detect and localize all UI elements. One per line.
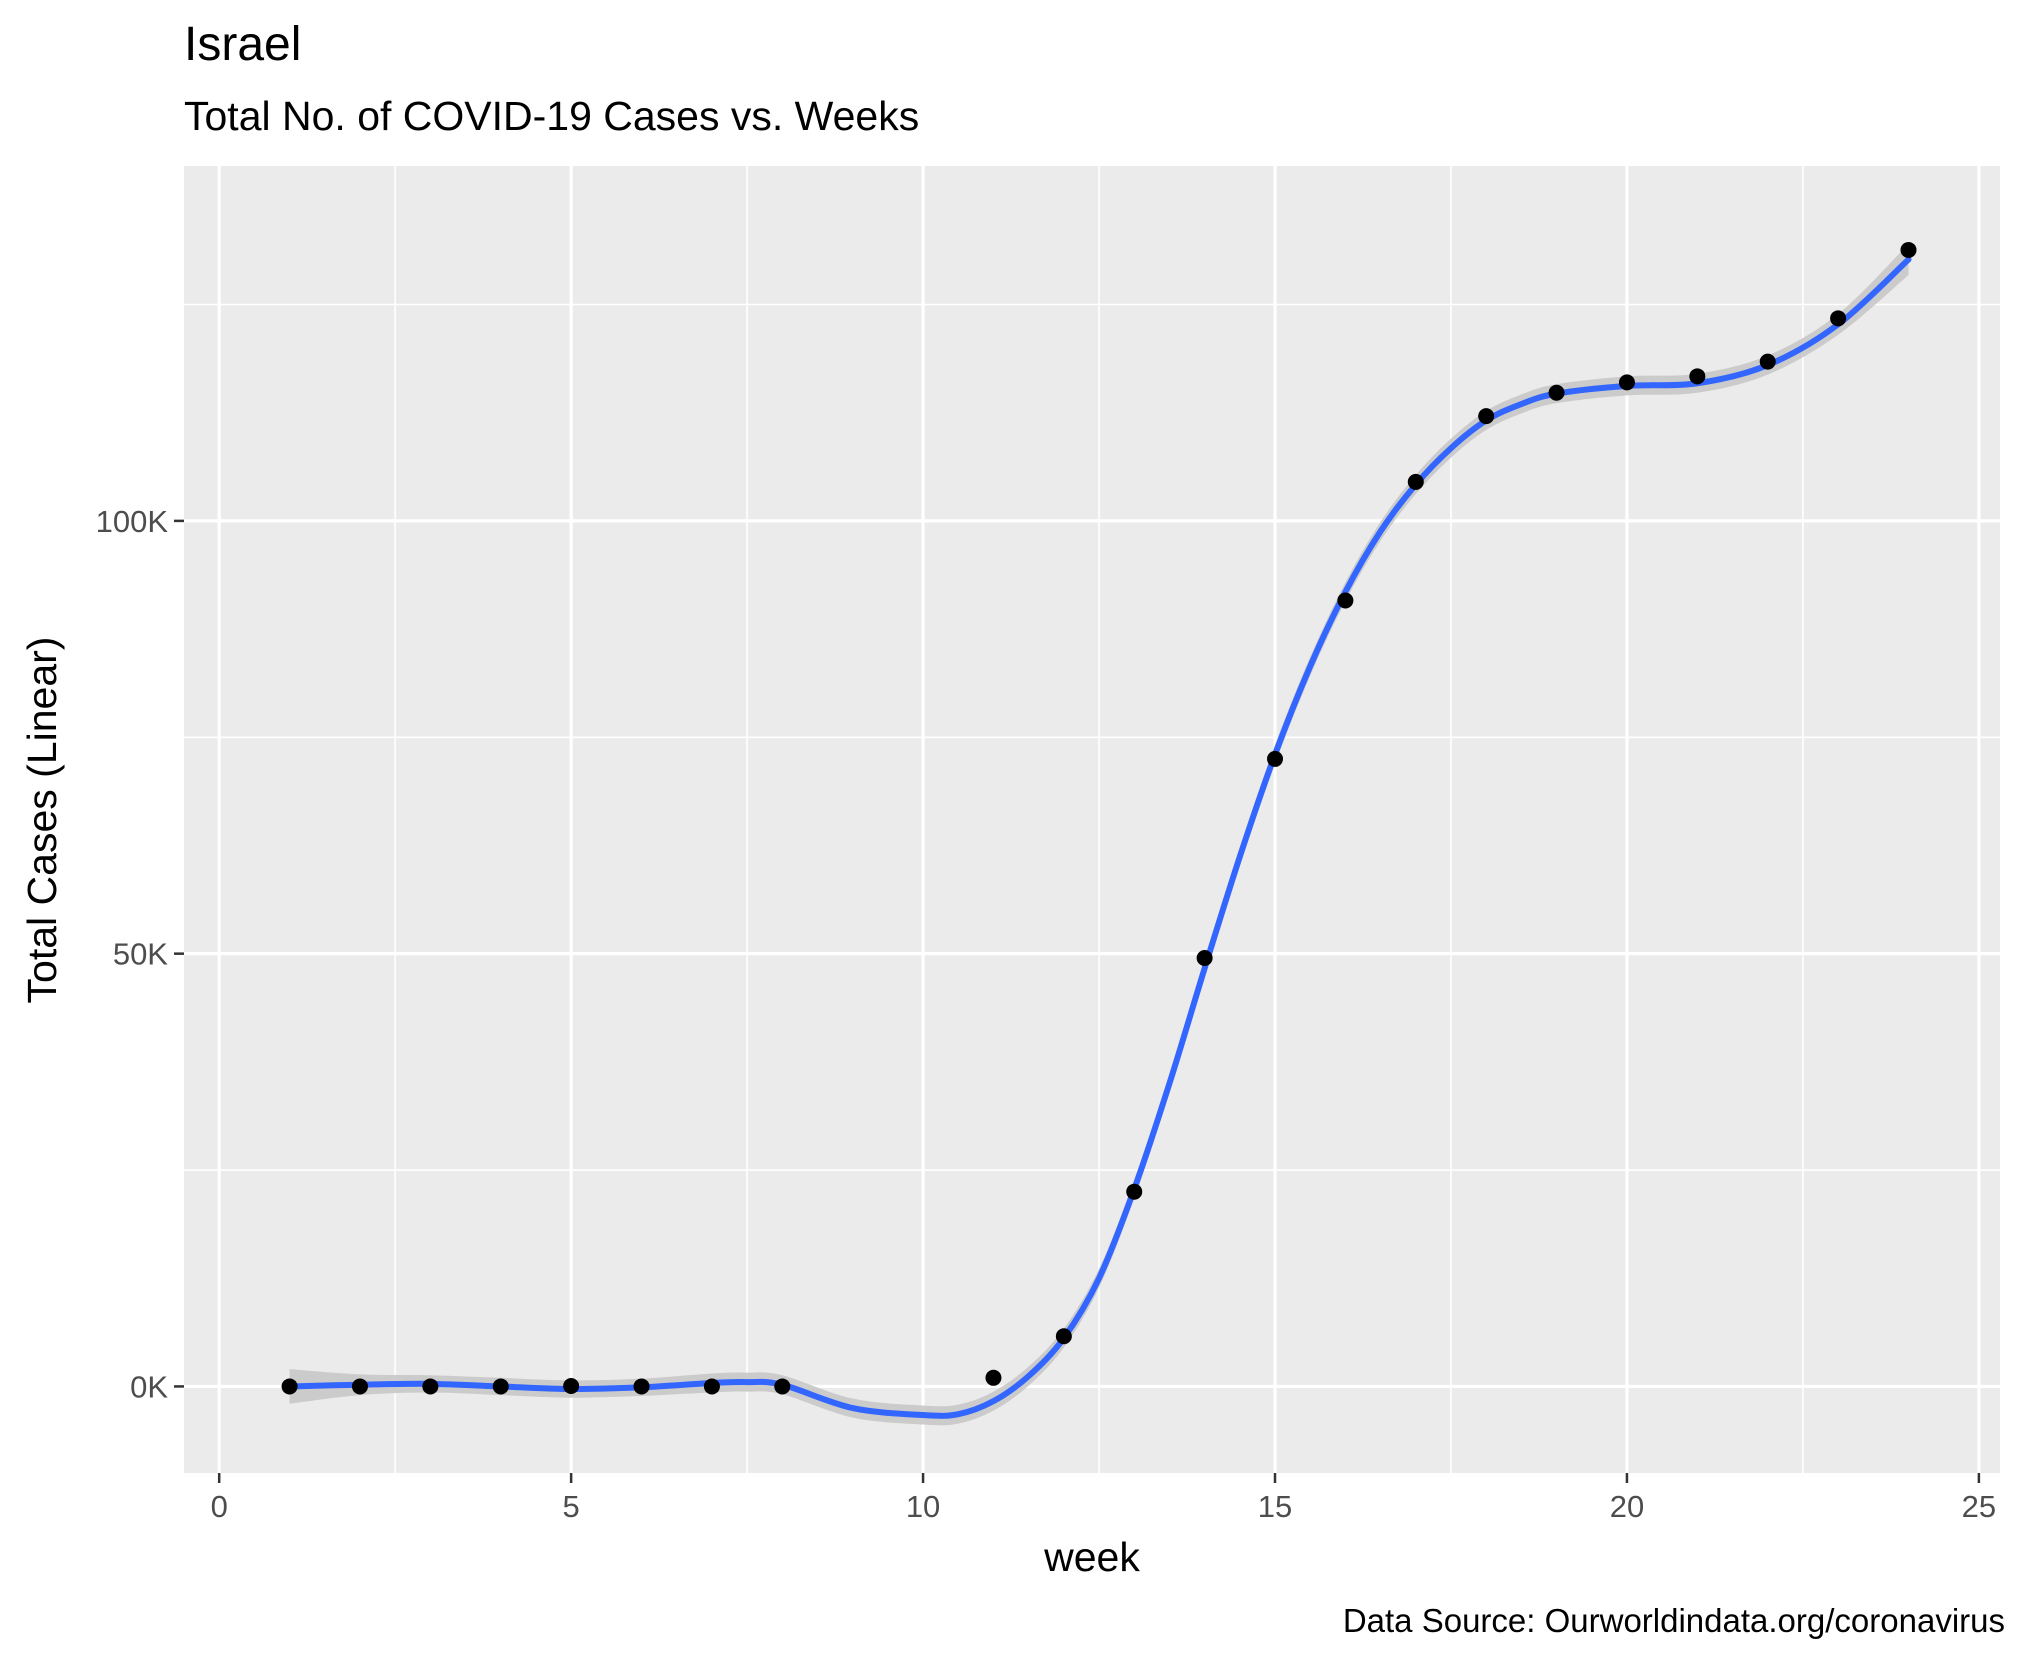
data-point	[1055, 1328, 1072, 1345]
data-point	[1689, 368, 1706, 385]
y-axis-title: Total Cases (Linear)	[19, 637, 65, 1004]
data-point	[1478, 408, 1495, 425]
x-axis-title: week	[1043, 1534, 1140, 1580]
data-point	[1900, 241, 1917, 258]
data-point	[422, 1378, 439, 1395]
y-tick-label: 0K	[130, 1369, 168, 1404]
minor-gridlines	[184, 166, 2000, 1473]
data-point	[1337, 592, 1354, 609]
smooth-line	[286, 256, 1912, 1419]
chart-subtitle: Total No. of COVID-19 Cases vs. Weeks	[184, 93, 919, 139]
data-point	[985, 1369, 1002, 1386]
data-point	[1126, 1183, 1143, 1200]
data-source-caption: Data Source: Ourworldindata.org/coronavi…	[1343, 1602, 2005, 1639]
data-point	[1196, 949, 1213, 966]
data-point	[1407, 473, 1424, 490]
data-point	[703, 1378, 720, 1395]
x-tick-label: 20	[1610, 1489, 1644, 1524]
data-point	[1830, 310, 1847, 327]
data-point	[1548, 384, 1565, 401]
y-tick-label: 50K	[113, 937, 168, 972]
plot-panel	[184, 166, 2000, 1473]
data-point	[563, 1378, 580, 1395]
data-point	[351, 1378, 368, 1395]
x-tick-label: 15	[1258, 1489, 1292, 1524]
x-tick-label: 0	[211, 1489, 228, 1524]
loess-fit-line	[286, 256, 1912, 1419]
data-point	[281, 1378, 298, 1395]
y-tick-label: 100K	[96, 504, 169, 539]
data-point	[633, 1378, 650, 1395]
chart-title: Israel	[184, 18, 301, 71]
major-gridlines	[184, 166, 2000, 1473]
data-point	[1267, 750, 1284, 767]
data-point	[1618, 374, 1635, 391]
data-point	[1759, 353, 1776, 370]
x-tick-label: 25	[1962, 1489, 1996, 1524]
data-points	[281, 241, 1917, 1395]
x-tick-label: 5	[563, 1489, 580, 1524]
data-point	[774, 1378, 791, 1395]
x-tick-label: 10	[906, 1489, 940, 1524]
x-axis: 0 5 10 15 20 25	[211, 1473, 1996, 1524]
data-point	[492, 1378, 509, 1395]
y-axis: 0K 50K 100K	[96, 504, 184, 1404]
